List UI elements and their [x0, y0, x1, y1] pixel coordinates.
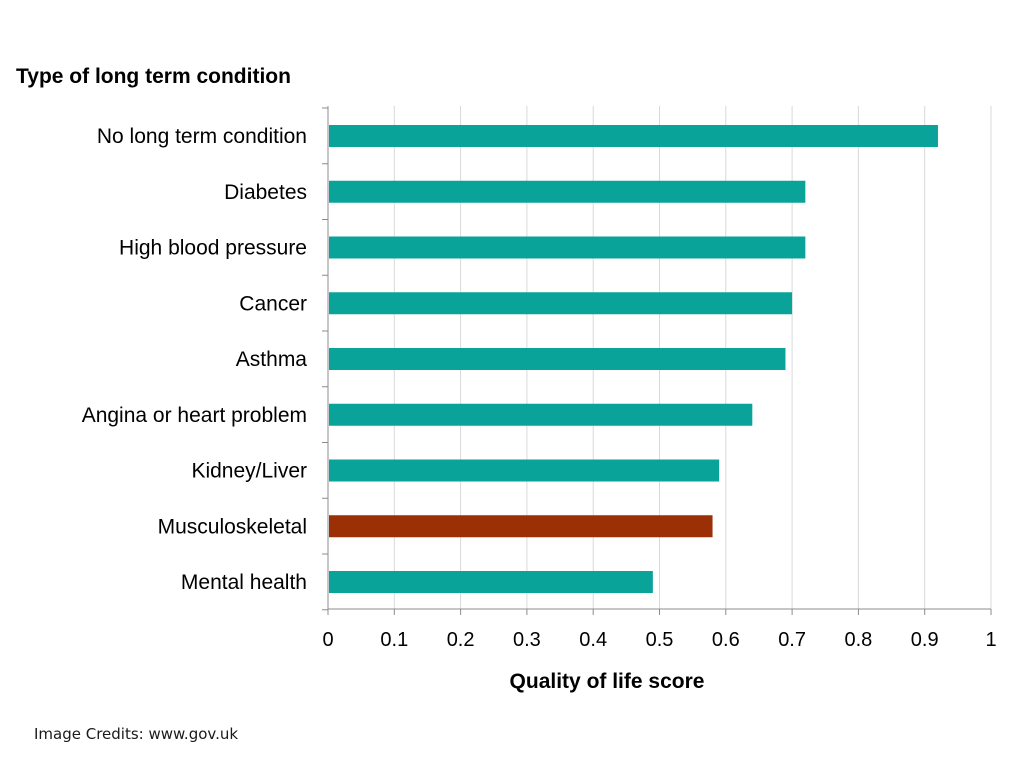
- category-label: Mental health: [181, 571, 307, 594]
- bar: [329, 571, 653, 593]
- bar: [329, 292, 793, 315]
- bars: [329, 125, 938, 593]
- category-label: No long term condition: [97, 125, 307, 148]
- category-label: Asthma: [236, 348, 308, 371]
- x-tick-label: 0.3: [513, 629, 541, 651]
- chart-title: Type of long term condition: [16, 65, 291, 88]
- category-label: Musculoskeletal: [158, 515, 307, 538]
- image-credits: Image Credits: www.gov.uk: [34, 725, 239, 743]
- category-label: Angina or heart problem: [82, 404, 307, 427]
- category-label: High blood pressure: [119, 237, 307, 260]
- x-axis-label: Quality of life score: [510, 670, 705, 693]
- x-tick-label: 0.5: [646, 629, 674, 651]
- x-tick-label: 0.9: [911, 629, 939, 651]
- axes: [322, 106, 992, 615]
- bar: [329, 515, 713, 538]
- x-tick-label: 0.4: [579, 629, 607, 651]
- bar: [329, 348, 786, 370]
- x-tick-label: 0.6: [712, 629, 740, 651]
- x-tick-label: 0: [322, 629, 333, 651]
- x-tick-label: 1: [985, 629, 996, 651]
- bar: [329, 403, 753, 426]
- x-tick-label: 0.1: [380, 629, 408, 651]
- bar: [329, 236, 806, 259]
- x-tick-label: 0.7: [778, 629, 806, 651]
- x-tick-labels: 0 0.1 0.2 0.3 0.4 0.5 0.6 0.7 0.8 0.9 1: [322, 629, 996, 651]
- x-tick-label: 0.2: [447, 629, 475, 651]
- bar: [329, 459, 720, 482]
- category-labels: No long term condition Diabetes High blood…: [82, 125, 308, 594]
- category-label: Diabetes: [224, 181, 307, 204]
- category-label: Kidney/Liver: [191, 460, 307, 483]
- category-label: Cancer: [239, 292, 307, 315]
- bar: [329, 125, 938, 147]
- x-tick-label: 0.8: [844, 629, 872, 651]
- bar: [329, 180, 806, 203]
